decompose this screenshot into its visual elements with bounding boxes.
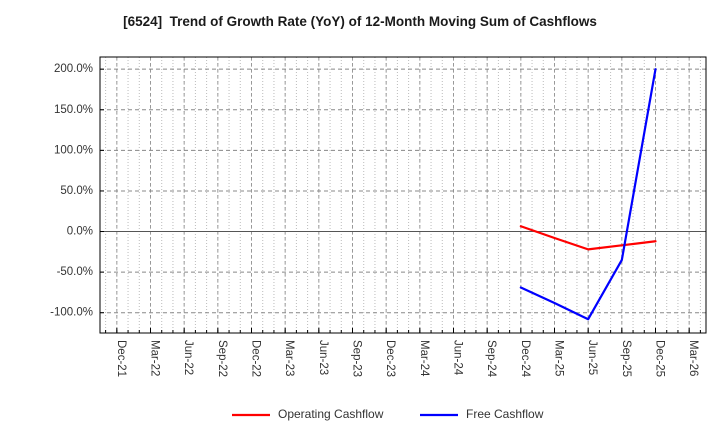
y-tick-label: 150.0% bbox=[54, 104, 93, 116]
y-tick-label: -50.0% bbox=[57, 266, 93, 278]
y-tick-marks bbox=[100, 68, 104, 314]
y-tick-label: 200.0% bbox=[54, 63, 93, 75]
chart-title: [6524] Trend of Growth Rate (YoY) of 12-… bbox=[123, 14, 597, 29]
x-tick-label: Sep-24 bbox=[485, 340, 497, 378]
x-tick-label: Mar-25 bbox=[552, 340, 564, 376]
series-line-operating-cashflow bbox=[519, 225, 657, 251]
gridlines-major bbox=[100, 68, 706, 314]
y-tick-label: 50.0% bbox=[60, 185, 93, 197]
x-tick-marks bbox=[105, 328, 701, 333]
x-tick-label: Sep-23 bbox=[350, 340, 362, 377]
legend-label-free-cashflow: Free Cashflow bbox=[466, 407, 544, 421]
x-tick-label: Mar-24 bbox=[418, 340, 430, 377]
chart-legend: Operating Cashflow Free Cashflow bbox=[232, 407, 544, 421]
data-series-lines bbox=[519, 68, 657, 321]
legend-label-operating-cashflow: Operating Cashflow bbox=[278, 407, 384, 421]
y-tick-label: -100.0% bbox=[50, 307, 93, 319]
x-tick-label: Mar-26 bbox=[687, 340, 699, 376]
x-tick-label: Sep-22 bbox=[216, 340, 228, 377]
x-tick-label: Jun-24 bbox=[451, 340, 463, 376]
x-tick-label: Mar-22 bbox=[148, 340, 160, 376]
x-tick-label: Jun-22 bbox=[182, 340, 194, 375]
x-tick-label: Jun-25 bbox=[586, 340, 598, 375]
x-tick-label: Mar-23 bbox=[283, 340, 295, 376]
x-tick-label: Dec-24 bbox=[519, 340, 531, 378]
gridlines-minor bbox=[105, 57, 701, 333]
series-line-free-cashflow bbox=[519, 68, 657, 321]
x-tick-label: Dec-23 bbox=[384, 340, 396, 377]
x-tick-label: Sep-25 bbox=[620, 340, 632, 377]
y-tick-label: 100.0% bbox=[54, 144, 93, 156]
x-tick-label: Dec-22 bbox=[249, 340, 261, 377]
y-tick-label: 0.0% bbox=[67, 226, 93, 238]
x-tick-label: Jun-23 bbox=[317, 340, 329, 375]
x-axis-tick-labels: Dec-21 Mar-22 Jun-22 Sep-22 Dec-22 Mar-23 Jun-… bbox=[115, 340, 699, 378]
y-axis-tick-labels: 200.0% 150.0% 100.0% 50.0% 0.0% -50.0% -100.0% bbox=[50, 63, 93, 319]
plot-frame bbox=[99, 56, 707, 334]
x-tick-label: Dec-25 bbox=[653, 340, 665, 377]
x-tick-label: Dec-21 bbox=[115, 340, 127, 377]
